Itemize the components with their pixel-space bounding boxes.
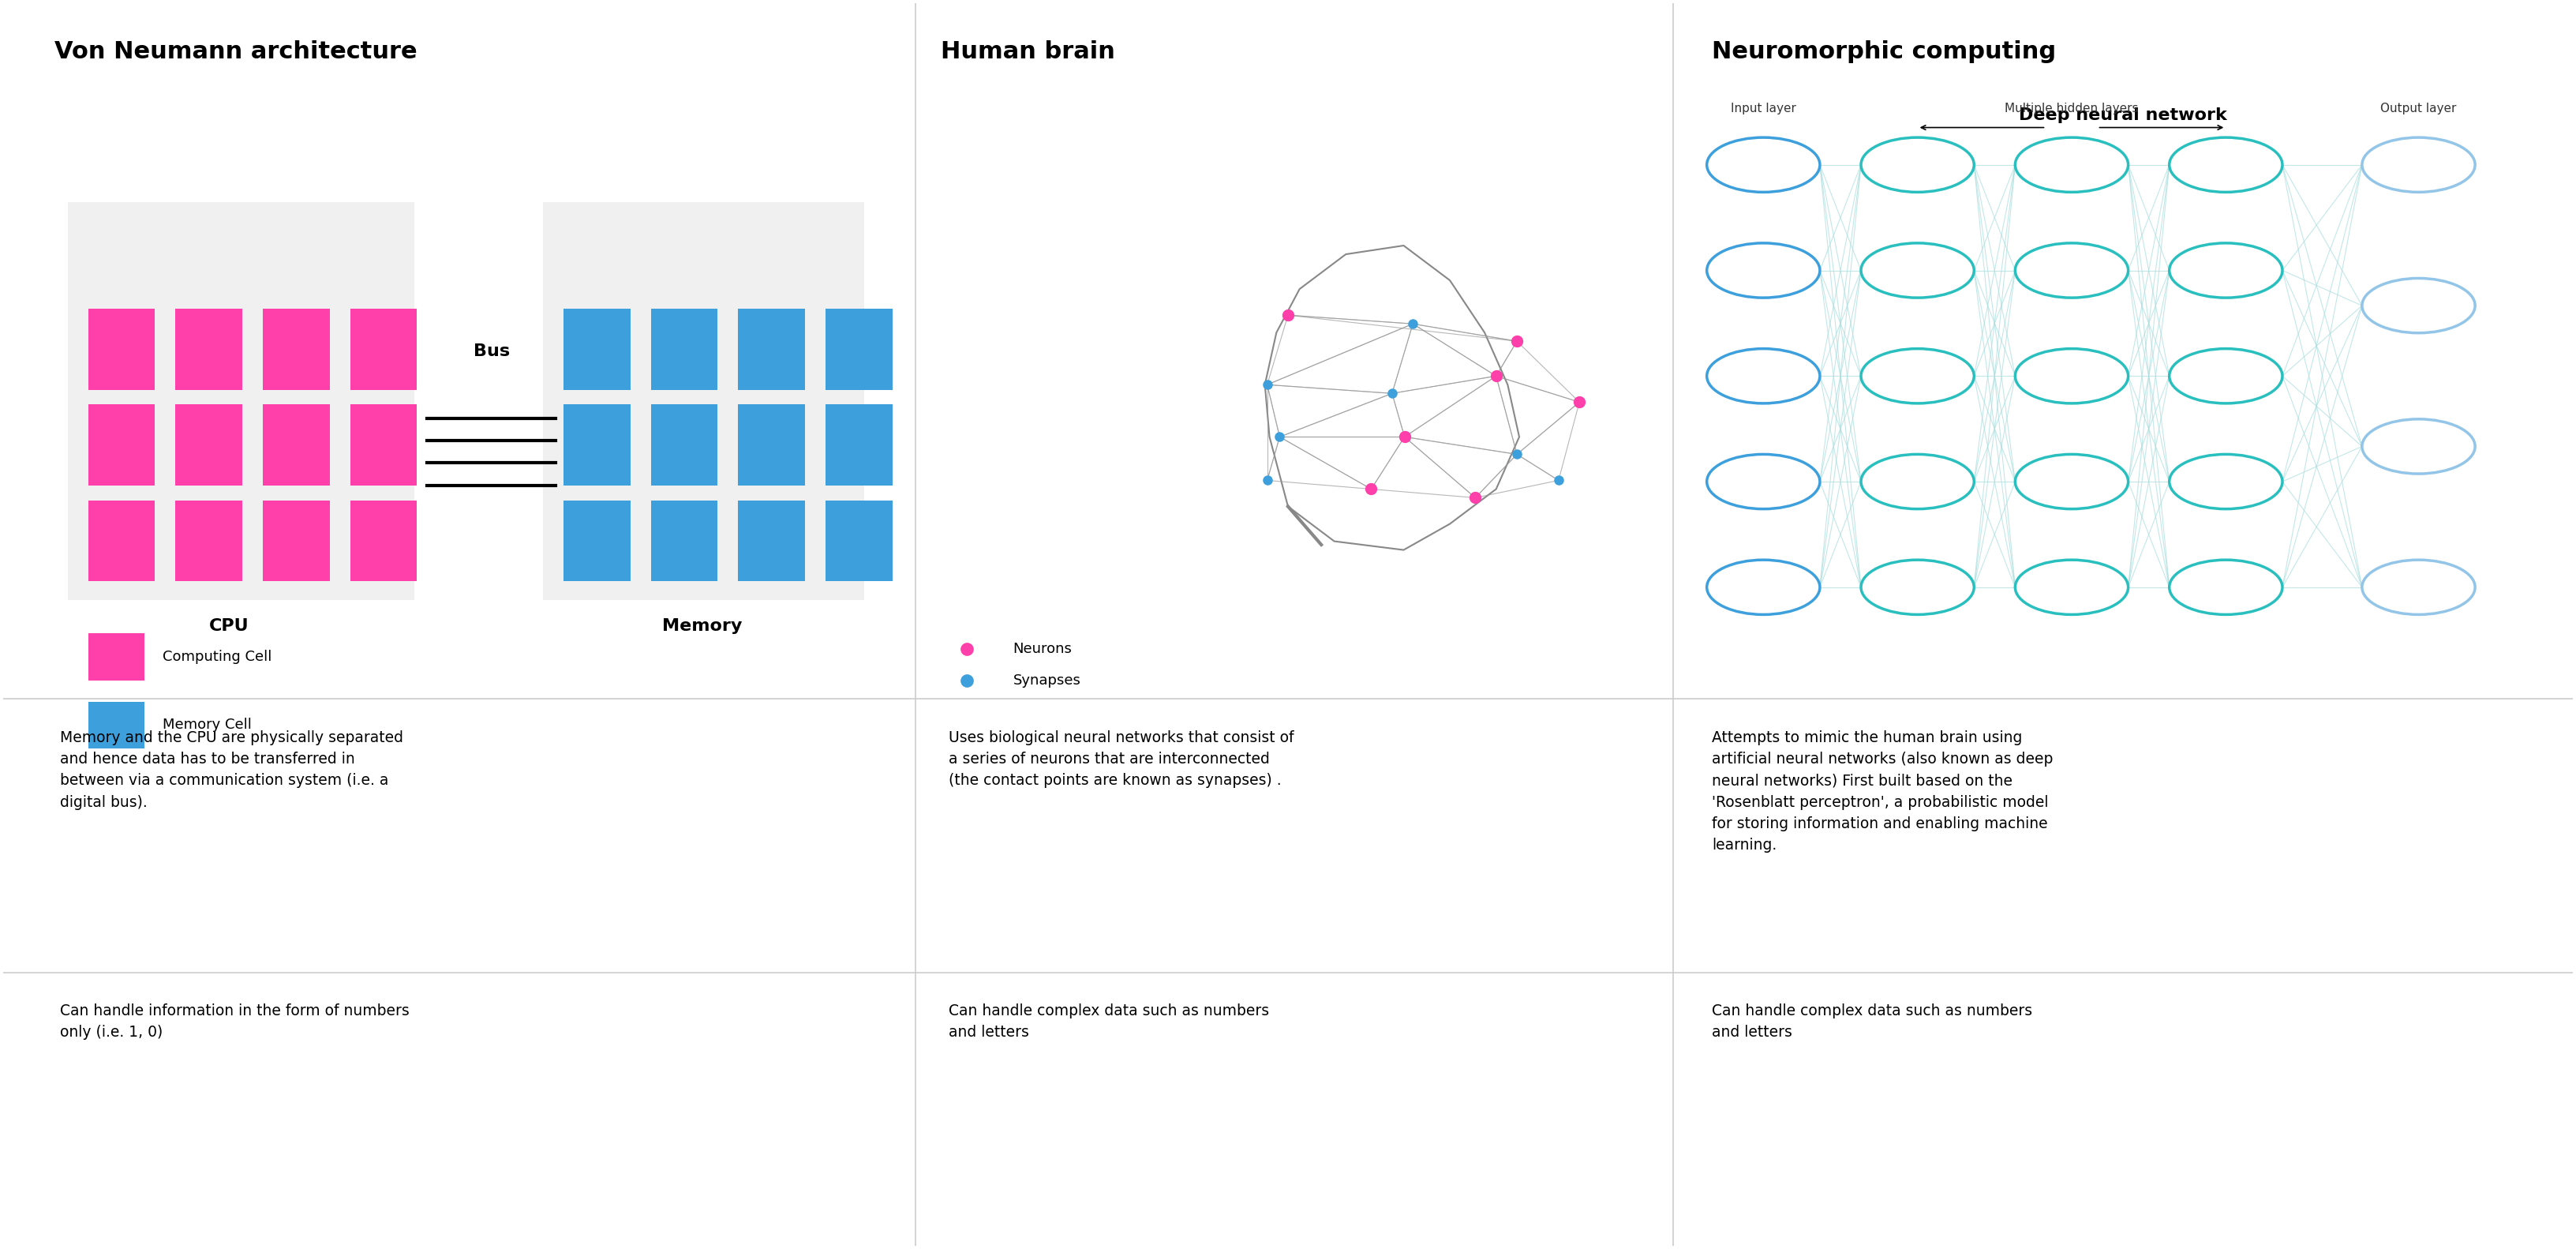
- FancyBboxPatch shape: [175, 501, 242, 581]
- Text: Attempts to mimic the human brain using
artificial neural networks (also known a: Attempts to mimic the human brain using …: [1713, 731, 2053, 853]
- Text: Memory: Memory: [662, 618, 742, 634]
- FancyBboxPatch shape: [67, 202, 415, 600]
- FancyBboxPatch shape: [88, 309, 155, 390]
- FancyBboxPatch shape: [350, 405, 417, 486]
- Text: Input layer: Input layer: [1731, 102, 1795, 115]
- FancyBboxPatch shape: [652, 309, 719, 390]
- FancyBboxPatch shape: [739, 501, 804, 581]
- Text: Memory Cell: Memory Cell: [162, 718, 252, 732]
- Text: Can handle information in the form of numbers
only (i.e. 1, 0): Can handle information in the form of nu…: [59, 1003, 410, 1040]
- FancyBboxPatch shape: [739, 309, 804, 390]
- FancyBboxPatch shape: [824, 309, 891, 390]
- FancyBboxPatch shape: [175, 309, 242, 390]
- Text: Computing Cell: Computing Cell: [162, 649, 273, 664]
- Text: Neuromorphic computing: Neuromorphic computing: [1713, 40, 2056, 64]
- Text: Can handle complex data such as numbers
and letters: Can handle complex data such as numbers …: [948, 1003, 1270, 1040]
- Text: Deep neural network: Deep neural network: [2020, 107, 2228, 122]
- FancyBboxPatch shape: [88, 405, 155, 486]
- FancyBboxPatch shape: [175, 405, 242, 486]
- FancyBboxPatch shape: [652, 405, 719, 486]
- FancyBboxPatch shape: [263, 501, 330, 581]
- FancyBboxPatch shape: [88, 702, 144, 748]
- FancyBboxPatch shape: [88, 501, 155, 581]
- FancyBboxPatch shape: [564, 309, 631, 390]
- Text: Uses biological neural networks that consist of
a series of neurons that are int: Uses biological neural networks that con…: [948, 731, 1293, 788]
- Text: Von Neumann architecture: Von Neumann architecture: [54, 40, 417, 64]
- Text: Synapses: Synapses: [1012, 673, 1082, 687]
- FancyBboxPatch shape: [739, 405, 804, 486]
- FancyBboxPatch shape: [350, 501, 417, 581]
- FancyBboxPatch shape: [824, 405, 891, 486]
- FancyBboxPatch shape: [564, 501, 631, 581]
- FancyBboxPatch shape: [564, 405, 631, 486]
- FancyBboxPatch shape: [824, 501, 891, 581]
- FancyBboxPatch shape: [263, 309, 330, 390]
- FancyBboxPatch shape: [88, 633, 144, 681]
- FancyBboxPatch shape: [544, 202, 863, 600]
- Text: CPU: CPU: [209, 618, 250, 634]
- FancyBboxPatch shape: [263, 405, 330, 486]
- Text: Output layer: Output layer: [2380, 102, 2458, 115]
- Text: Can handle complex data such as numbers
and letters: Can handle complex data such as numbers …: [1713, 1003, 2032, 1040]
- Text: Neurons: Neurons: [1012, 642, 1072, 657]
- FancyBboxPatch shape: [350, 309, 417, 390]
- Text: Memory and the CPU are physically separated
and hence data has to be transferred: Memory and the CPU are physically separa…: [59, 731, 402, 809]
- Text: Bus: Bus: [474, 343, 510, 358]
- Text: Human brain: Human brain: [940, 40, 1115, 64]
- FancyBboxPatch shape: [652, 501, 719, 581]
- Text: Multiple hidden layers: Multiple hidden layers: [2004, 102, 2138, 115]
